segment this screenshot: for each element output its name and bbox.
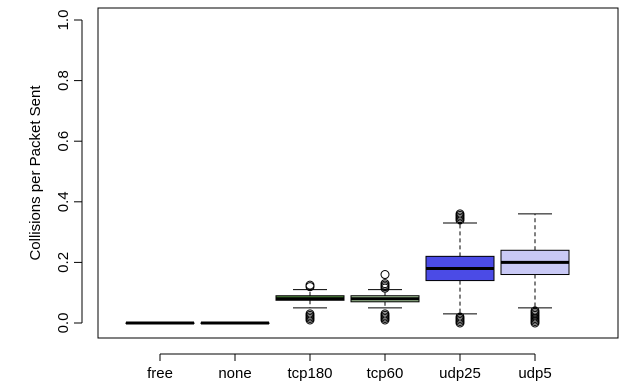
outlier-point <box>380 279 390 289</box>
y-tick-label: 1.0 <box>55 10 72 31</box>
outlier-point <box>380 309 390 319</box>
y-tick-label: 0.6 <box>55 131 72 152</box>
y-axis-title: Collisions per Packet Sent <box>27 85 44 261</box>
plot-frame <box>97 7 619 339</box>
y-tick-label: 0.8 <box>55 70 72 91</box>
x-tick-label: udp5 <box>518 365 551 382</box>
outlier-point <box>305 280 315 290</box>
box-udp5 <box>500 213 570 328</box>
y-axis: 0.0 0.2 0.4 0.6 0.8 1.0 <box>55 10 83 334</box>
outlier-point <box>455 209 465 219</box>
y-tick-label: 0.2 <box>55 252 72 273</box>
box-udp25 <box>425 209 495 328</box>
x-tick-label: tcp60 <box>367 365 404 382</box>
outlier-point <box>305 309 315 319</box>
x-tick-label: udp25 <box>439 365 481 382</box>
outlier-point <box>455 312 465 322</box>
x-tick-label: free <box>147 365 173 382</box>
x-tick-label: tcp180 <box>287 365 332 382</box>
box-series <box>125 209 570 328</box>
x-tick-label: none <box>218 365 251 382</box>
outlier-point <box>530 306 540 316</box>
box-free <box>125 321 195 325</box>
box-tcp60 <box>350 270 420 325</box>
outlier-point <box>380 270 390 280</box>
y-tick-label: 0.4 <box>55 191 72 212</box>
y-tick-label: 0.0 <box>55 313 72 334</box>
box-none <box>200 321 270 325</box>
box-tcp180 <box>275 280 345 325</box>
x-axis: free none tcp180 tcp60 udp25 udp5 <box>147 353 552 382</box>
